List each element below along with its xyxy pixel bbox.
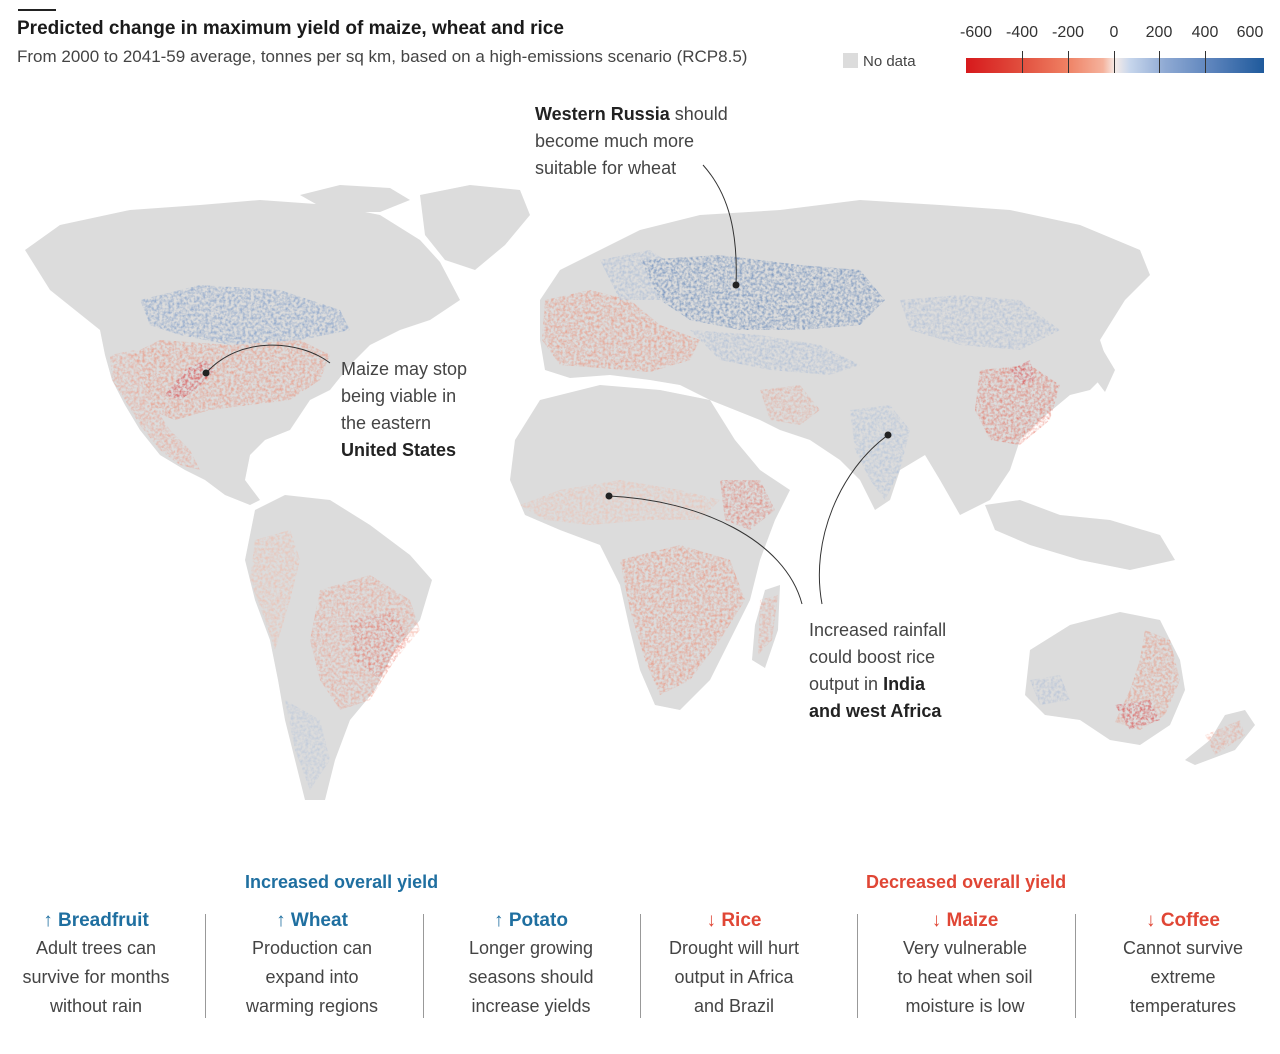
- crop-desc-line: output in Africa: [674, 967, 794, 987]
- us-annotation-line1: Maize may stop: [341, 359, 468, 379]
- india-annotation-line1: Increased rainfall: [809, 620, 947, 640]
- up-arrow-icon: ↑: [494, 910, 504, 931]
- chart-subtitle: From 2000 to 2041-59 average, tonnes per…: [17, 47, 748, 66]
- crop-desc-line: temperatures: [1129, 996, 1237, 1016]
- annotation-leaders: [205, 164, 889, 605]
- crop-desc-line: increase yields: [471, 996, 591, 1016]
- down-arrow-icon: ↓: [931, 910, 942, 931]
- up-arrow-icon: ↑: [276, 910, 286, 931]
- column-divider: [423, 914, 424, 1018]
- india-annotation-bold2: and west Africa: [809, 701, 942, 721]
- crop-desc-line: extreme: [1150, 967, 1216, 987]
- scale-label-400: 400: [1191, 24, 1219, 41]
- us-leader-line: [205, 344, 331, 374]
- crop-maize: ↓ Maize Very vulnerable to heat when soi…: [857, 910, 1073, 1021]
- column-divider: [857, 914, 858, 1018]
- crop-wheat: ↑ Wheat Production can expand into warmi…: [204, 910, 420, 1021]
- column-divider: [640, 914, 641, 1018]
- us-marker: [202, 369, 210, 377]
- down-arrow-icon: ↓: [706, 910, 717, 931]
- crop-name: Maize: [946, 910, 999, 931]
- arctic-islands: [300, 185, 410, 212]
- crop-desc-line: warming regions: [245, 996, 379, 1016]
- us-annotation-line2: being viable in: [341, 386, 457, 406]
- russia-annotation-text: should: [669, 104, 728, 124]
- india-leader-line: [818, 434, 889, 605]
- crop-desc-line: Cannot survive: [1122, 938, 1244, 958]
- russia-annotation-line3: suitable for wheat: [535, 158, 677, 178]
- no-data-legend: No data: [843, 53, 916, 70]
- crop-desc-line: Very vulnerable: [902, 938, 1028, 958]
- crop-desc-line: to heat when soil: [897, 967, 1033, 987]
- us-annotation-line3: the eastern: [341, 413, 432, 433]
- chart-title: Predicted change in maximum yield of mai…: [17, 18, 564, 39]
- crop-desc-line: without rain: [49, 996, 143, 1016]
- down-arrow-icon: ↓: [1146, 910, 1156, 931]
- crop-coffee: ↓ Coffee Cannot survive extreme temperat…: [1075, 910, 1280, 1021]
- us-annotation-bold: United States: [341, 440, 457, 460]
- greenland: [420, 185, 530, 270]
- africa-marker: [605, 492, 613, 500]
- annotation-dots: [202, 281, 892, 500]
- us-annotation: Maize may stop being viable in the easte…: [341, 356, 467, 464]
- crop-name: Potato: [508, 910, 568, 931]
- russia-annotation-line2: become much more: [535, 131, 695, 151]
- russia-annotation: Western Russia should become much more s…: [535, 101, 728, 182]
- russia-annotation-bold: Western Russia: [535, 104, 670, 124]
- crop-potato: ↑ Potato Longer growing seasons should i…: [423, 910, 639, 1021]
- crop-desc-line: moisture is low: [905, 996, 1025, 1016]
- crop-desc-line: seasons should: [468, 967, 594, 987]
- crop-name: Wheat: [290, 910, 348, 931]
- crop-name: Rice: [721, 910, 762, 931]
- crop-rice: ↓ Rice Drought will hurt output in Afric…: [626, 910, 842, 1021]
- color-scale-bar: [966, 58, 1264, 73]
- scale-tick: [1068, 51, 1069, 73]
- crop-desc-line: and Brazil: [693, 996, 775, 1016]
- world-map: [25, 164, 1255, 800]
- africa-leader-line: [608, 495, 803, 605]
- crop-desc-line: expand into: [265, 967, 359, 987]
- decreased-yield-heading: Decreased overall yield: [866, 872, 1067, 892]
- india-africa-annotation: Increased rainfall could boost rice outp…: [809, 617, 946, 725]
- russia-leader-line: [702, 164, 737, 286]
- scale-tick: [1159, 51, 1160, 73]
- yield-change-overlay: [110, 250, 1245, 790]
- scale-tick-labels: -600 -400 -200 0 200 400 600: [0, 24, 1280, 46]
- column-divider: [205, 914, 206, 1018]
- scale-tick: [1205, 51, 1206, 73]
- column-divider: [1075, 914, 1076, 1018]
- japan: [1085, 340, 1115, 392]
- crop-desc-line: Drought will hurt: [668, 938, 800, 958]
- crop-breadfruit: ↑ Breadfruit Adult trees can survive for…: [0, 910, 204, 1021]
- scale-label-neg600: -600: [959, 24, 993, 41]
- india-marker: [884, 431, 892, 439]
- scale-label-600: 600: [1236, 24, 1264, 41]
- scale-label-0: 0: [1109, 24, 1119, 41]
- india-annotation-line3: output in: [809, 674, 884, 694]
- scale-label-neg200: -200: [1051, 24, 1085, 41]
- russia-marker: [732, 281, 740, 289]
- scale-tick: [1114, 51, 1115, 73]
- crop-desc-line: Longer growing: [468, 938, 594, 958]
- no-data-swatch: [843, 53, 858, 68]
- up-arrow-icon: ↑: [43, 910, 53, 931]
- no-data-label: No data: [863, 53, 916, 70]
- crop-desc-line: Adult trees can: [35, 938, 157, 958]
- india-annotation-line2: could boost rice: [809, 647, 936, 667]
- scale-tick: [1022, 51, 1023, 73]
- india-annotation-bold1: India: [883, 674, 926, 694]
- crop-desc-line: Production can: [251, 938, 373, 958]
- scale-label-neg400: -400: [1005, 24, 1039, 41]
- crop-desc-line: survive for months: [22, 967, 170, 987]
- increased-yield-heading: Increased overall yield: [245, 872, 439, 892]
- crop-name: Coffee: [1160, 910, 1220, 931]
- scale-label-200: 200: [1145, 24, 1173, 41]
- top-rule: [18, 9, 56, 11]
- crop-name: Breadfruit: [57, 910, 149, 931]
- se-asia-islands: [985, 500, 1175, 570]
